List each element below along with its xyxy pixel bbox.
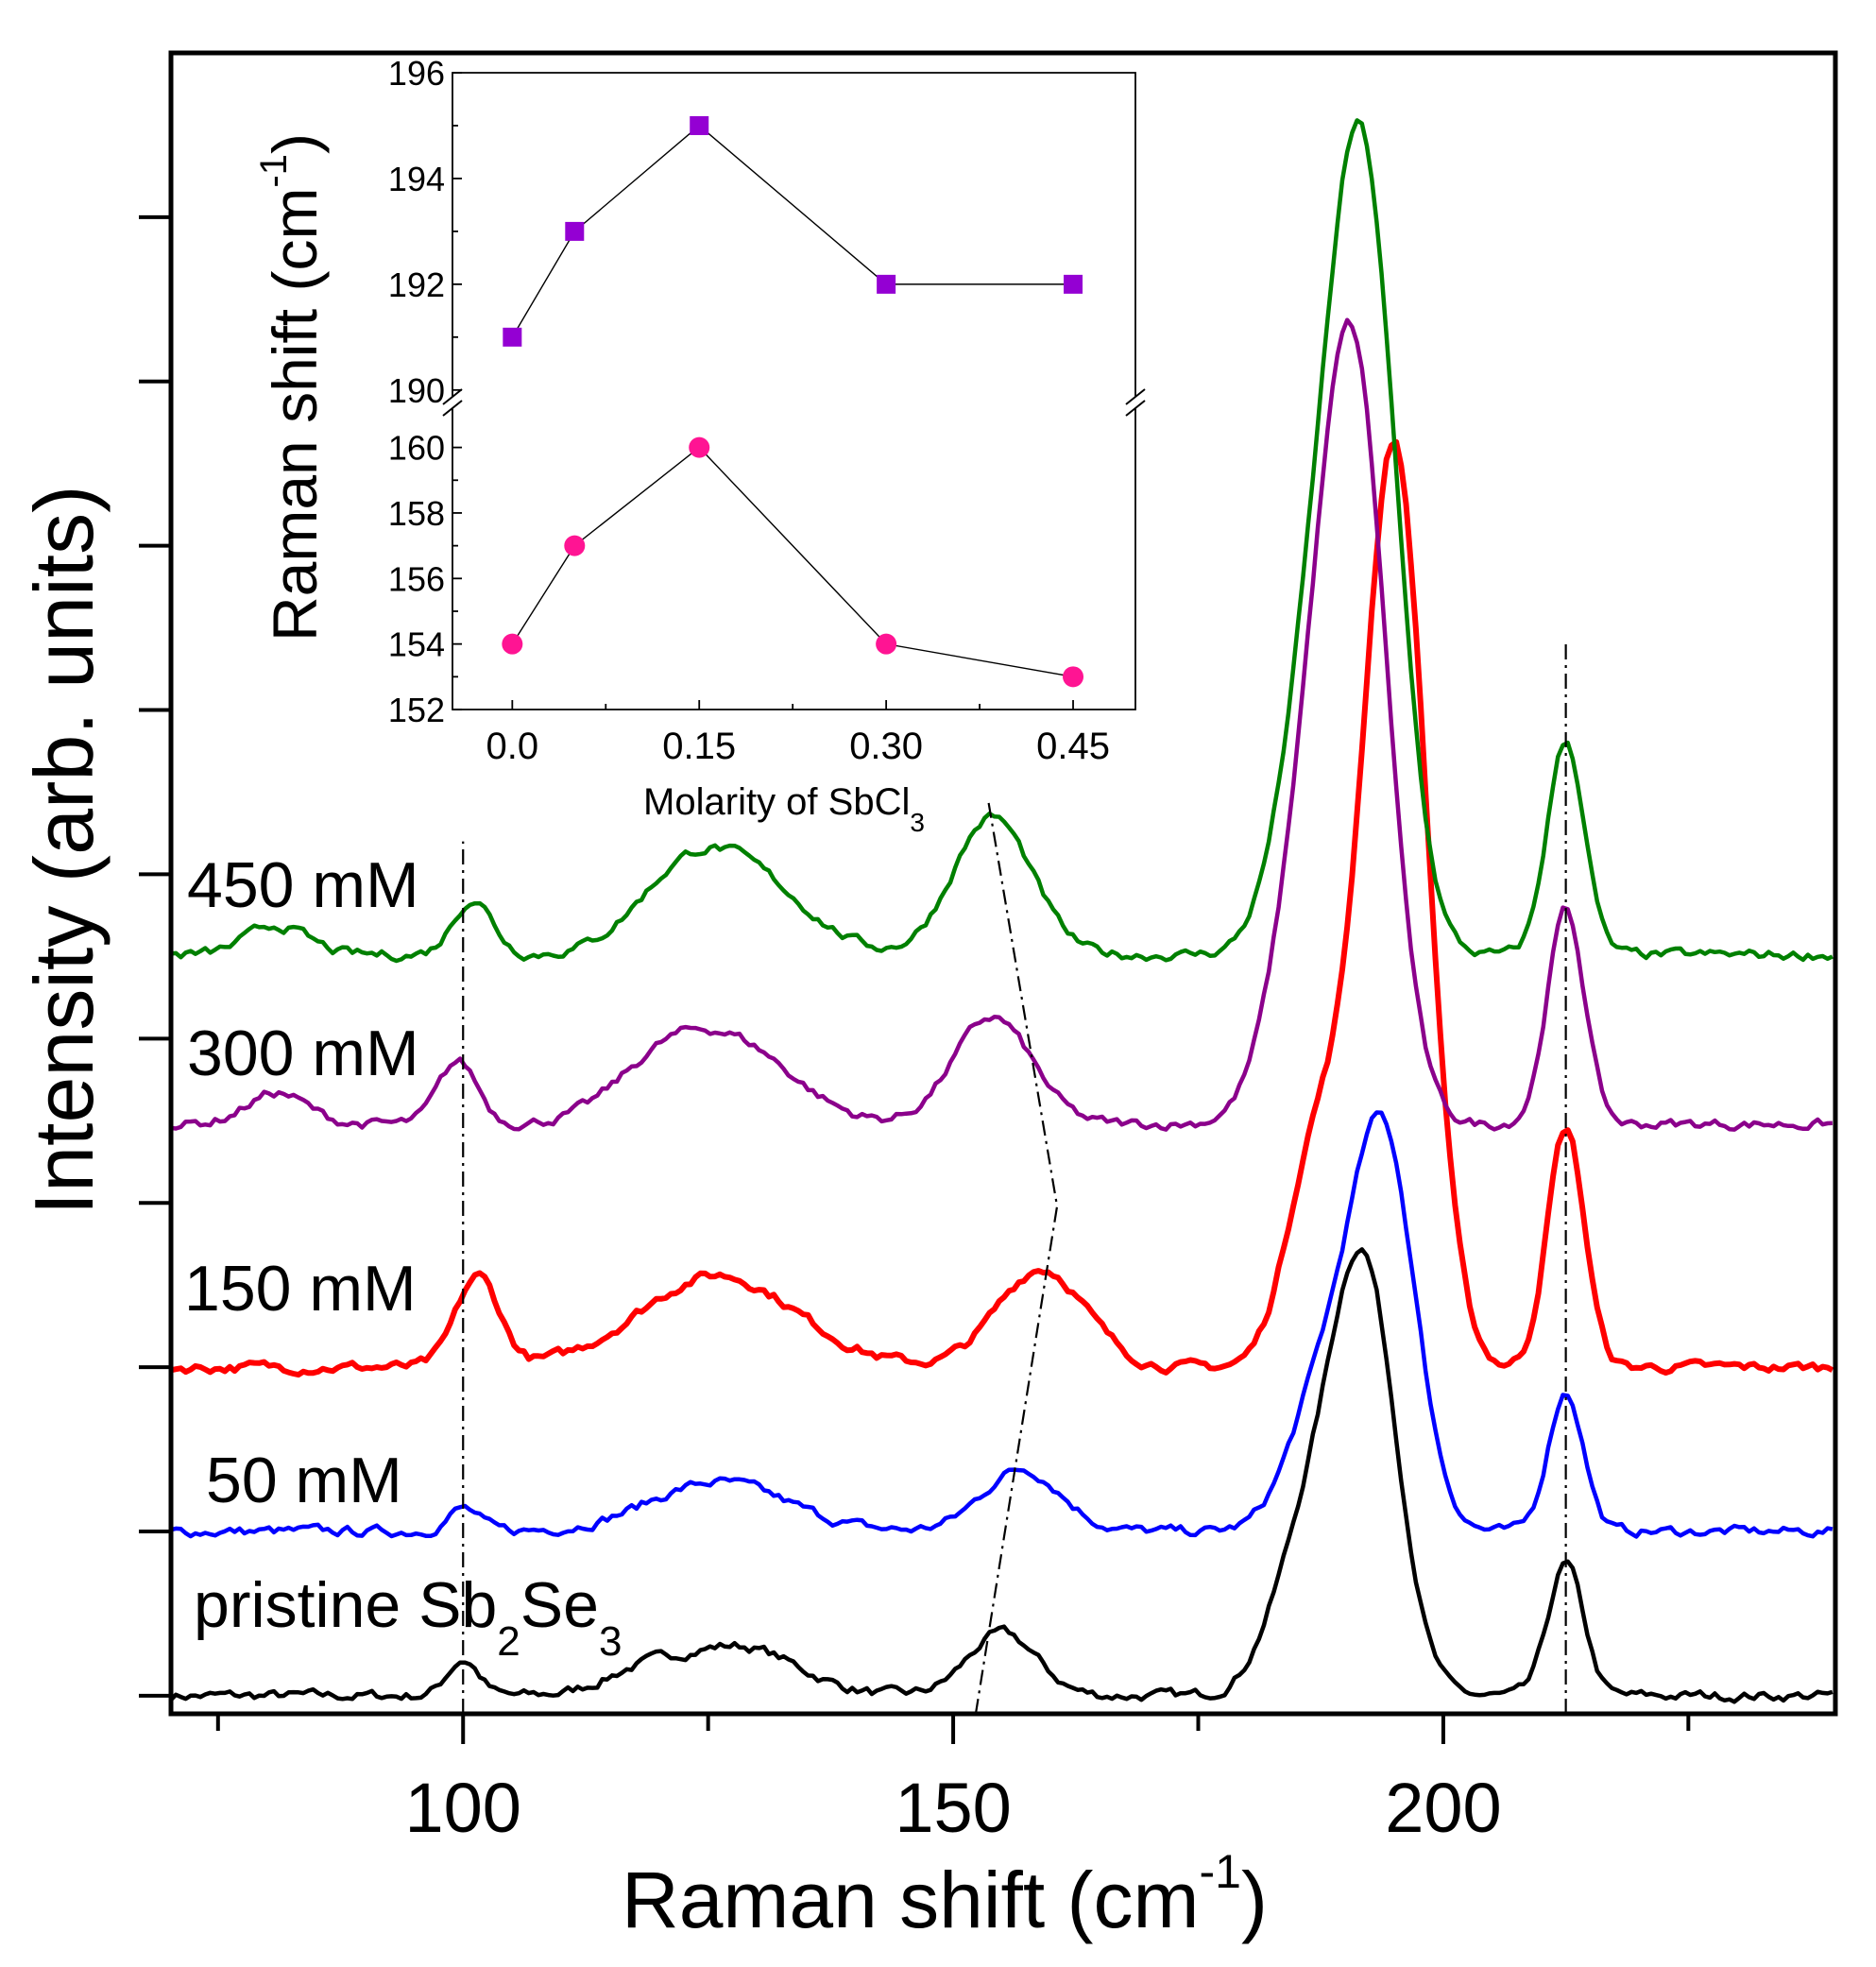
spectrum-line-150-mm: [170, 438, 1834, 1378]
inset-y-tick-label: 192: [388, 265, 445, 304]
series-label-text: 150 mM: [184, 1253, 417, 1325]
inset-y-axis-label-close: ): [260, 133, 330, 154]
series-label-text: Se: [520, 1569, 599, 1641]
inset-y-tick-label: 158: [388, 494, 445, 533]
inset-x-tick-label: 0.45: [1036, 726, 1110, 767]
inset-y-tick-label: 152: [388, 691, 445, 729]
inset-frame-upper: [452, 72, 1136, 397]
inset-square-marker: [690, 115, 709, 135]
inset-square-marker: [565, 221, 585, 241]
inset-circle-marker: [564, 535, 586, 556]
series-label-text: 50 mM: [206, 1445, 402, 1516]
inset-circle-marker: [502, 633, 523, 655]
inset-x-tick-label: 0.0: [486, 726, 539, 767]
x-tick-label: 100: [404, 1769, 520, 1847]
x-axis-label-superscript: -1: [1200, 1845, 1241, 1898]
inset-square-marker: [503, 327, 522, 347]
inset-circle-marker: [1063, 666, 1084, 688]
inset-x-axis-label: Molarity of SbCl3: [643, 781, 925, 837]
x-axis-label: Raman shift (cm-1): [622, 1845, 1268, 1944]
axis-break-mark: [442, 388, 463, 405]
inset-background: [452, 73, 1135, 710]
inset-x-tick-label: 0.30: [849, 726, 923, 767]
inset-y-tick-label: 196: [388, 54, 445, 93]
series-label: 450 mM: [187, 849, 419, 921]
inset-y-tick-label: 190: [388, 371, 445, 410]
series-label: 300 mM: [187, 1018, 419, 1089]
series-label-subscript: 3: [599, 1618, 622, 1665]
series-label: 50 mM: [206, 1445, 402, 1516]
plot-frame: [168, 50, 1838, 1717]
series-label-text: 450 mM: [187, 849, 419, 921]
inset-y-tick-label: 156: [388, 559, 445, 598]
inset-square-marker: [877, 274, 896, 294]
spectrum-line-pristine: [169, 1247, 1833, 1704]
guide-dashdot-line: [974, 801, 1059, 1715]
x-axis-label-close: ): [1241, 1856, 1268, 1944]
inset-circle-marker: [876, 633, 897, 655]
inset-y-tick-label: 194: [388, 160, 445, 198]
inset-circle-marker: [689, 436, 710, 458]
inset-x-tick-label: 0.15: [662, 726, 736, 767]
inset-y-tick-label: 160: [388, 429, 445, 468]
spectrum-line-300-mm: [170, 317, 1833, 1132]
inset-x-axis-label-subscript: 3: [910, 808, 925, 837]
inset-square-marker: [1064, 274, 1083, 294]
x-tick-label: 150: [895, 1769, 1011, 1847]
inset-x-axis-label-text: Molarity of SbCl: [643, 781, 910, 823]
spectrum-line-50-mm: [170, 1110, 1833, 1539]
axis-break-mark: [1125, 400, 1146, 417]
axis-break-mark: [1125, 388, 1146, 405]
x-tick-label: 200: [1385, 1769, 1501, 1847]
inset-y-tick-label: 154: [388, 625, 445, 664]
series-label: pristine Sb2Se3: [194, 1569, 622, 1665]
inset-frame-lower: [452, 408, 1136, 710]
inset-plot: 0.0 0.15 0.30 0.45 190 192 194 196 152 154 156 158 1…: [253, 54, 1146, 837]
spectrum-line-450-mm: [170, 118, 1833, 964]
series-label-text: 300 mM: [187, 1018, 419, 1089]
series-label: 150 mM: [184, 1253, 417, 1325]
series-label-text: pristine Sb: [194, 1569, 497, 1641]
axis-break-mark: [442, 400, 463, 417]
series-label-subscript: 2: [497, 1618, 520, 1665]
y-axis-label: Intensity (arb. units): [17, 486, 111, 1216]
inset-y-axis-label-superscript: -1: [253, 154, 295, 188]
inset-y-axis-label: Raman shift (cm-1): [253, 133, 330, 641]
x-axis-label-text: Raman shift (cm: [622, 1856, 1199, 1944]
inset-y-axis-label-text: Raman shift (cm: [260, 188, 330, 641]
